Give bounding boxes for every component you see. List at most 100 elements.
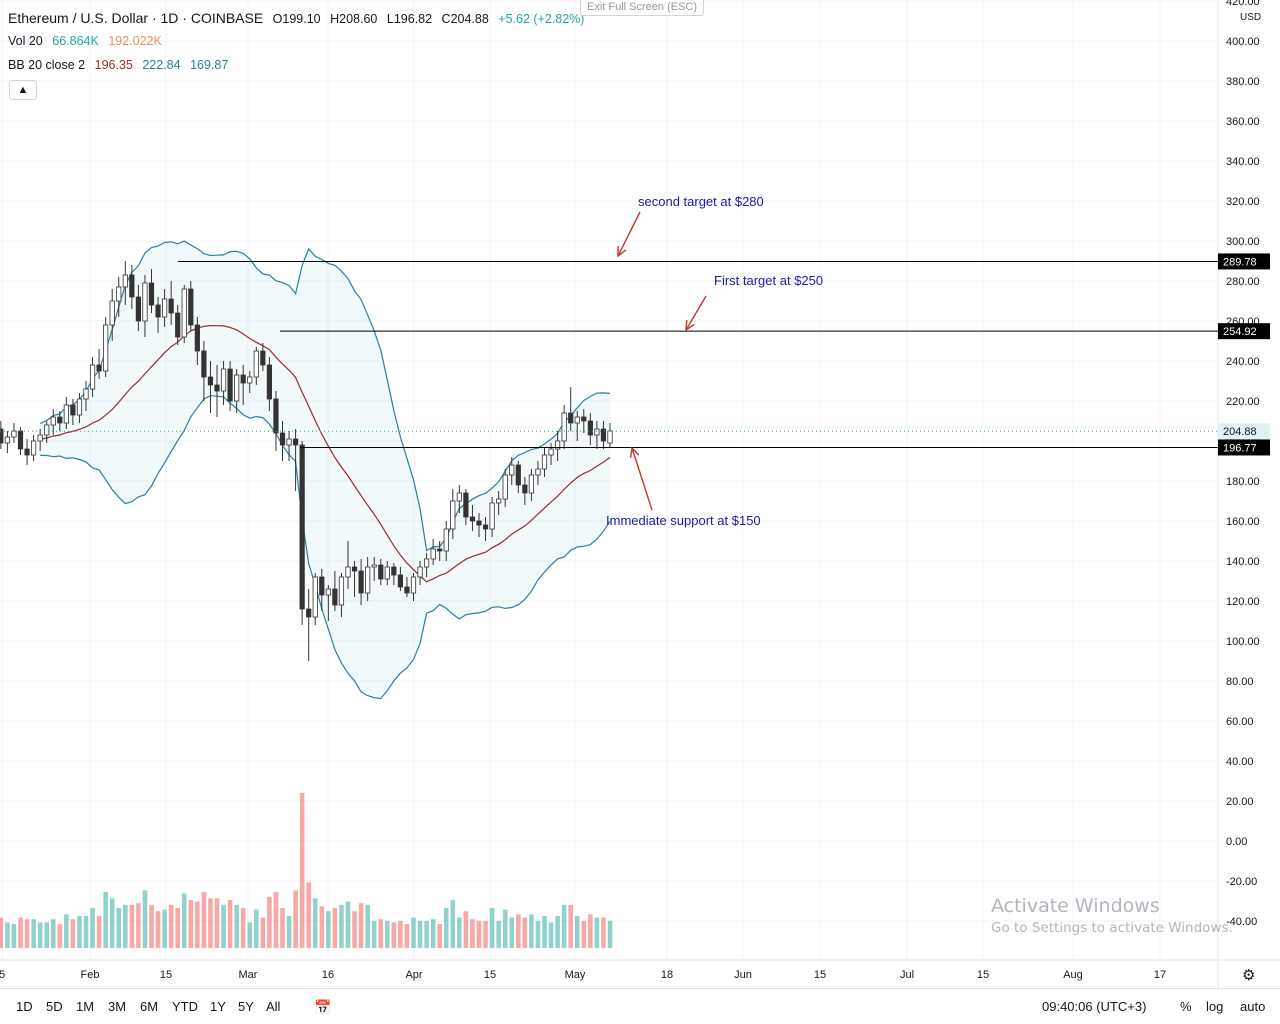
candle-body	[161, 298, 168, 318]
candle-body	[568, 412, 574, 424]
collapse-legend-button[interactable]: ▲	[9, 80, 37, 100]
volume-bar	[18, 917, 23, 948]
price-tick-label: 360.00	[1226, 116, 1260, 128]
candle-body	[24, 448, 30, 456]
auto-toggle[interactable]: auto	[1240, 999, 1266, 1014]
candle-body	[234, 374, 240, 402]
percent-toggle[interactable]: %	[1180, 999, 1192, 1014]
candle-body	[528, 474, 535, 494]
date-range-icon[interactable]: 📅	[314, 999, 332, 1015]
tf-1m[interactable]: 1M	[76, 999, 95, 1014]
volume-bar	[457, 917, 462, 948]
candle-body	[188, 288, 194, 326]
candle-body	[155, 304, 161, 318]
volume-bar	[306, 882, 311, 948]
volume-bar	[260, 917, 266, 948]
volume-bar	[365, 904, 370, 948]
volume-bar	[443, 908, 449, 948]
candle-body	[214, 384, 220, 392]
tf-1d[interactable]: 1D	[16, 999, 33, 1014]
watermark-title: Activate Windows	[991, 895, 1160, 917]
clock[interactable]: 09:40:06 (UTC+3)	[1042, 999, 1147, 1014]
candle-body	[142, 282, 148, 322]
candle-body	[89, 364, 96, 390]
annotation-first-target: First target at $250	[714, 273, 824, 288]
tf-ytd[interactable]: YTD	[172, 999, 198, 1014]
candle-body	[148, 282, 155, 306]
tf-1y[interactable]: 1Y	[210, 999, 226, 1014]
volume-bar	[267, 896, 272, 948]
candle-body	[96, 364, 102, 372]
volume-label[interactable]: Vol 20	[8, 34, 43, 48]
volume-bar	[155, 911, 161, 948]
volume-bar	[555, 916, 560, 948]
tf-6m[interactable]: 6M	[140, 999, 159, 1014]
candle-body	[37, 434, 43, 442]
candle-body	[332, 588, 338, 606]
volume-bar	[463, 911, 469, 948]
tf-3m[interactable]: 3M	[108, 999, 127, 1014]
symbol-title[interactable]: Ethereum / U.S. Dollar · 1D · COINBASE	[8, 10, 264, 26]
volume-bar	[37, 922, 43, 948]
volume-bar	[273, 892, 279, 948]
exit-fullscreen-button[interactable]: Exit Full Screen (ESC)	[580, 0, 705, 16]
tf-all[interactable]: All	[266, 999, 281, 1014]
candle-body	[279, 432, 286, 446]
volume-bar	[116, 908, 122, 948]
volume-bar	[181, 893, 187, 948]
volume-bar	[581, 920, 587, 948]
candle-body	[194, 324, 200, 352]
candle-body	[30, 440, 37, 456]
bb-lower-line	[40, 395, 611, 700]
bb-label[interactable]: BB 20 close 2	[8, 58, 86, 72]
symbol-legend: Ethereum / U.S. Dollar · 1D · COINBASE O…	[8, 10, 590, 26]
volume-bar	[208, 898, 213, 948]
volume-bar	[175, 908, 180, 948]
currency-label: USD	[1240, 12, 1261, 23]
time-tick-label: Jun	[734, 969, 752, 981]
watermark-subtitle: Go to Settings to activate Windows.	[991, 920, 1233, 936]
volume-bar	[227, 900, 233, 948]
volume-bar	[574, 916, 580, 948]
price-tick-label: 340.00	[1226, 156, 1260, 168]
price-tick-label: 320.00	[1226, 196, 1260, 208]
volume-bar	[607, 920, 613, 948]
candle-body	[129, 274, 135, 298]
volume-bar	[299, 792, 305, 948]
high-value: H208.60	[330, 12, 378, 26]
tf-5y[interactable]: 5Y	[238, 999, 254, 1014]
candle-body	[561, 412, 567, 442]
candle-body	[299, 444, 305, 610]
volume-bar	[195, 901, 200, 948]
log-toggle[interactable]: log	[1206, 999, 1224, 1014]
candle-body	[286, 438, 292, 446]
candle-body	[116, 286, 122, 302]
candle-body	[292, 438, 299, 446]
volume-bar	[0, 917, 4, 948]
volume-bar	[31, 919, 36, 948]
price-tick-label: 40.00	[1226, 756, 1254, 768]
candle-body	[482, 524, 489, 530]
volume-bar	[188, 900, 194, 948]
candle-body	[175, 312, 181, 338]
tf-5d[interactable]: 5D	[46, 999, 63, 1014]
candle-body	[44, 424, 50, 436]
candle-body	[122, 274, 128, 288]
candle-body	[410, 576, 417, 594]
candle-body	[371, 564, 377, 568]
volume-bar	[352, 911, 357, 948]
candle-body	[358, 570, 364, 594]
candle-body	[397, 574, 404, 588]
level-price-tag	[1218, 439, 1270, 456]
volume-bar	[483, 920, 488, 948]
volume-bar	[214, 898, 220, 948]
price-tick-label: 380.00	[1226, 76, 1260, 88]
volume-bar	[522, 917, 528, 948]
volume-bar	[77, 916, 82, 948]
time-tick-label: 15	[814, 969, 826, 981]
candle-body	[541, 454, 548, 470]
candle-body	[450, 500, 456, 530]
volume-bar	[430, 919, 436, 948]
time-tick-label: Jul	[900, 969, 914, 981]
